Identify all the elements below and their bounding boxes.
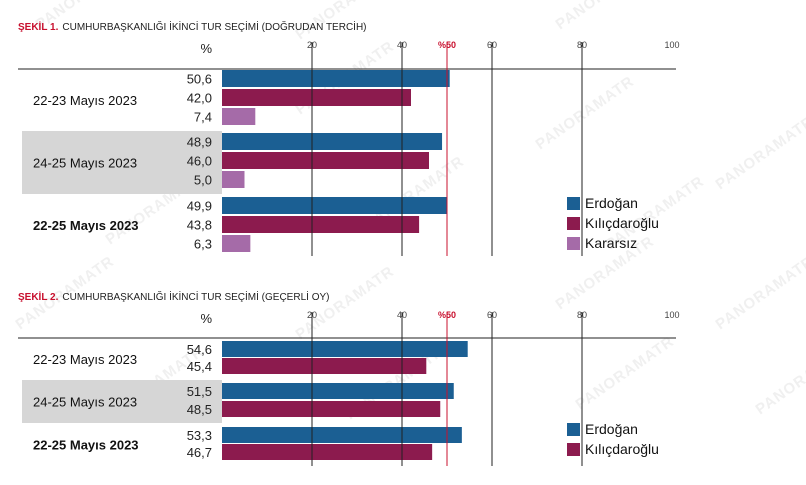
legend-swatch-kilicdaroglu <box>567 217 580 230</box>
value-label: 6,3 <box>194 237 212 252</box>
bar-erdogan <box>222 197 447 214</box>
bar-kilicdaroglu <box>222 89 411 106</box>
bar-kilicdaroglu <box>222 358 427 374</box>
bar-erdogan <box>222 341 468 357</box>
chart-title-prefix: ŞEKİL 2. <box>18 290 59 303</box>
bar-kilicdaroglu <box>222 401 441 417</box>
watermark-text: PANORAMATR <box>753 338 806 419</box>
legend-swatch-erdogan <box>567 423 580 436</box>
bar-kilicdaroglu <box>222 152 429 169</box>
value-label: 48,9 <box>187 135 212 150</box>
bar-erdogan <box>222 383 454 399</box>
watermark-text: PANORAMATR <box>713 113 806 194</box>
bar-kararsiz <box>222 235 251 252</box>
value-label: 48,5 <box>187 402 212 417</box>
chart-sekil-2: ŞEKİL 2. CUMHURBAŞKANLIĞI İKİNCİ TUR SEÇİ… <box>18 290 680 466</box>
value-label: 42,0 <box>187 91 212 106</box>
bar-erdogan <box>222 133 443 150</box>
value-label: 50,6 <box>187 72 212 87</box>
tick-label: 100 <box>664 40 679 50</box>
watermark-text: PANORAMATR <box>573 333 678 414</box>
value-label: 45,4 <box>187 359 212 374</box>
bar-kararsiz <box>222 108 256 125</box>
group-highlight <box>22 380 222 423</box>
legend-swatch-erdogan <box>567 197 580 210</box>
group-label: 24-25 Mayıs 2023 <box>33 395 137 410</box>
group-label: 24-25 Mayıs 2023 <box>33 156 137 171</box>
watermark-text: PANORAMATR <box>713 253 806 334</box>
group-label: 22-25 Mayıs 2023 <box>33 438 139 453</box>
legend-swatch-kilicdaroglu <box>567 443 580 456</box>
bar-erdogan <box>222 427 462 443</box>
legend-label-kilicdaroglu: Kılıçdaroğlu <box>585 215 659 231</box>
value-label: 51,5 <box>187 384 212 399</box>
legend-label-kilicdaroglu: Kılıçdaroğlu <box>585 441 659 457</box>
value-label: 7,4 <box>194 110 212 125</box>
legend-label-kararsiz: Kararsız <box>585 235 637 251</box>
axis-unit-label: % <box>200 41 212 56</box>
watermark-text: PANORAMATR <box>533 73 638 154</box>
chart-title-prefix: ŞEKİL 1. <box>18 20 59 33</box>
chart-title-text: CUMHURBAŞKANLIĞI İKİNCİ TUR SEÇİMİ (GEÇE… <box>62 290 329 303</box>
value-label: 46,0 <box>187 154 212 169</box>
bar-kilicdaroglu <box>222 216 420 233</box>
legend-label-erdogan: Erdoğan <box>585 421 638 437</box>
value-label: 53,3 <box>187 428 212 443</box>
value-label: 5,0 <box>194 173 212 188</box>
group-label: 22-23 Mayıs 2023 <box>33 352 137 367</box>
bar-kilicdaroglu <box>222 444 433 460</box>
group-label: 22-25 Mayıs 2023 <box>33 218 139 233</box>
axis-unit-label: % <box>200 311 212 326</box>
chart-sekil-1: ŞEKİL 1. CUMHURBAŞKANLIĞI İKİNCİ TUR SEÇİ… <box>18 20 680 256</box>
bar-erdogan <box>222 70 450 87</box>
chart-title-text: CUMHURBAŞKANLIĞI İKİNCİ TUR SEÇİMİ (DOĞR… <box>62 20 366 33</box>
group-highlight <box>22 131 222 194</box>
watermark-text: PANORAMATR <box>293 263 398 344</box>
value-label: 46,7 <box>187 445 212 460</box>
chart-title: ŞEKİL 1. CUMHURBAŞKANLIĞI İKİNCİ TUR SEÇİ… <box>18 20 367 33</box>
legend-swatch-kararsiz <box>567 237 580 250</box>
legend-label-erdogan: Erdoğan <box>585 195 638 211</box>
watermark-text: PANORAMATR <box>553 0 658 33</box>
value-label: 54,6 <box>187 342 212 357</box>
bar-kararsiz <box>222 171 245 188</box>
value-label: 43,8 <box>187 218 212 233</box>
value-label: 49,9 <box>187 199 212 214</box>
tick-label: 100 <box>664 310 679 320</box>
chart-title: ŞEKİL 2. CUMHURBAŞKANLIĞI İKİNCİ TUR SEÇİ… <box>18 290 329 303</box>
group-label: 22-23 Mayıs 2023 <box>33 93 137 108</box>
